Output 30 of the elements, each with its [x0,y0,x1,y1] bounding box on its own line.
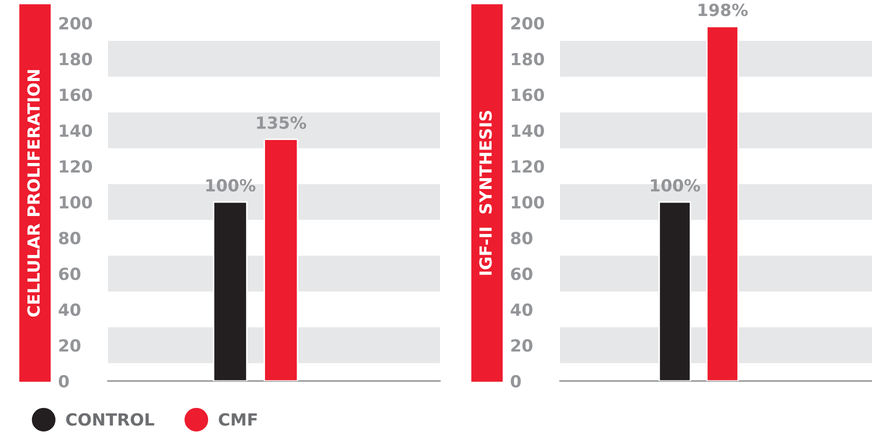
y-tick-label: 140 [60,124,92,137]
y-tick-label: 200 [511,16,544,30]
y-tick-label: 100 [512,196,544,209]
y-tick-label: 0 [510,374,521,388]
legend-label: CONTROL [66,413,154,426]
y-tick-label: 180 [60,52,92,66]
y-tick-label: 180 [512,52,544,66]
y-tick-label: 60 [511,268,532,280]
y-tick-label: 160 [512,88,544,102]
y-axis-title: CELLULAR PROLIFERATION [27,70,40,317]
y-tick-label: 40 [510,303,532,316]
data-label: 100% [650,179,700,192]
y-tick-label: 140 [512,124,544,137]
y-tick-label: 60 [59,268,80,280]
y-tick-label: 80 [59,232,80,244]
y-tick-label: 120 [60,160,92,173]
data-label: 198% [698,4,748,16]
y-tick-label: 100 [60,196,92,209]
y-tick-label: 0 [58,374,69,388]
y-tick-label: 160 [60,88,92,102]
y-tick-label: 40 [58,303,80,316]
y-tick-label: 20 [59,339,80,352]
y-axis-title: IGF-II SYNTHESIS [479,110,492,275]
y-tick-label: 200 [59,16,92,30]
data-label: 100% [206,179,256,192]
y-tick-label: 120 [512,160,544,173]
y-tick-label: 20 [511,339,532,352]
data-label: 135% [257,116,306,129]
y-tick-label: 80 [511,232,532,244]
legend-label: CMF [218,413,257,426]
